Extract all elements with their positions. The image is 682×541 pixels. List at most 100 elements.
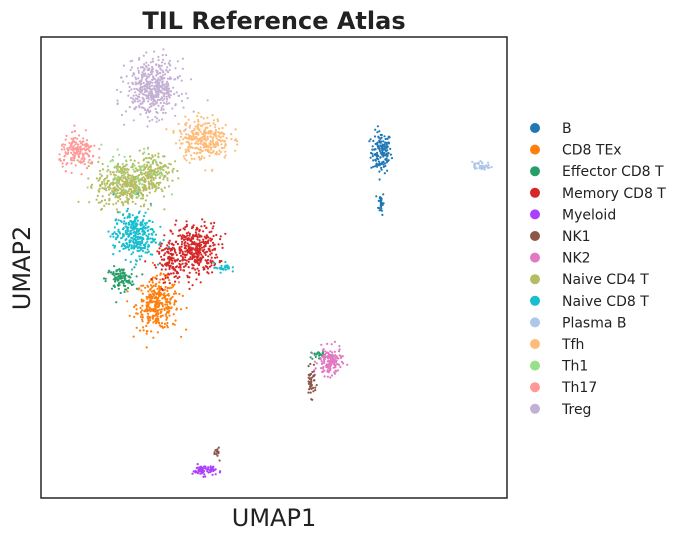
data-point (159, 101, 162, 105)
data-point (123, 290, 126, 293)
data-point (141, 247, 144, 250)
data-point (131, 236, 134, 239)
data-point (64, 143, 67, 146)
data-point (198, 239, 201, 242)
data-point (74, 143, 77, 146)
data-point (76, 149, 79, 152)
data-point (198, 258, 201, 261)
data-point (125, 167, 128, 170)
data-point (109, 235, 112, 238)
data-point (125, 196, 128, 199)
data-point (131, 227, 134, 230)
data-point (196, 463, 199, 466)
data-point (164, 263, 167, 266)
data-point (210, 230, 213, 233)
data-point (153, 238, 157, 241)
data-point (117, 287, 120, 290)
series-th1 (86, 143, 174, 196)
data-point (166, 287, 169, 290)
data-point (109, 170, 112, 173)
data-point (190, 138, 193, 141)
data-point (172, 285, 175, 288)
data-point (112, 278, 115, 281)
data-point (188, 234, 191, 237)
data-point (181, 294, 184, 297)
data-point (312, 390, 315, 393)
data-point (157, 65, 160, 68)
data-point (383, 162, 387, 165)
data-point (170, 193, 173, 196)
data-point (146, 305, 149, 308)
data-point (148, 85, 151, 88)
data-point (198, 139, 202, 142)
data-point (330, 343, 333, 346)
data-point (311, 370, 314, 374)
data-point (160, 81, 164, 84)
data-point (215, 137, 218, 140)
data-point (167, 245, 170, 248)
data-point (339, 355, 343, 358)
data-point (151, 102, 154, 105)
data-point (118, 241, 121, 244)
data-point (172, 131, 175, 134)
data-point (161, 303, 164, 306)
data-point (336, 363, 339, 366)
data-point (140, 197, 143, 200)
data-point (158, 299, 161, 302)
data-point (197, 111, 200, 114)
legend-label: Naive CD8 T (562, 294, 649, 310)
data-point (172, 129, 175, 133)
data-point (139, 191, 143, 194)
data-point (183, 244, 186, 247)
data-point (125, 75, 128, 78)
data-point (157, 183, 160, 186)
data-point (136, 97, 139, 101)
data-point (199, 281, 202, 284)
data-point (219, 238, 222, 241)
data-point (100, 143, 103, 146)
data-point (185, 225, 188, 228)
data-point (122, 166, 125, 169)
data-point (183, 258, 186, 261)
data-point (95, 198, 98, 201)
data-point (165, 307, 168, 310)
data-point (131, 177, 134, 180)
series-nk2 (311, 340, 349, 379)
data-point (174, 269, 177, 272)
data-point (183, 157, 186, 160)
data-point (130, 245, 133, 248)
data-point (130, 247, 133, 250)
data-point (187, 245, 190, 248)
data-point (140, 298, 143, 301)
data-point (202, 146, 205, 149)
data-point (187, 243, 191, 246)
legend-label: Th1 (561, 359, 588, 375)
data-point (191, 267, 194, 270)
data-point (109, 271, 112, 274)
data-point (133, 87, 136, 90)
data-point (375, 142, 378, 146)
data-point (168, 68, 171, 72)
data-point (134, 245, 137, 248)
data-point (119, 169, 122, 172)
data-point (144, 251, 147, 254)
data-point (210, 151, 213, 155)
data-point (185, 154, 188, 157)
legend-label: Naive CD4 T (562, 272, 649, 288)
data-point (113, 274, 116, 277)
data-point (150, 308, 153, 311)
data-point (215, 141, 218, 144)
data-point (119, 272, 122, 275)
data-point (149, 301, 152, 304)
data-point (161, 74, 164, 77)
data-point (207, 130, 210, 133)
data-point (379, 133, 382, 136)
data-point (163, 325, 166, 329)
data-point (376, 131, 379, 134)
data-point (202, 475, 205, 478)
data-point (119, 198, 122, 201)
data-point (166, 166, 169, 169)
data-point (371, 148, 374, 151)
data-point (134, 76, 137, 79)
data-point (98, 187, 101, 190)
